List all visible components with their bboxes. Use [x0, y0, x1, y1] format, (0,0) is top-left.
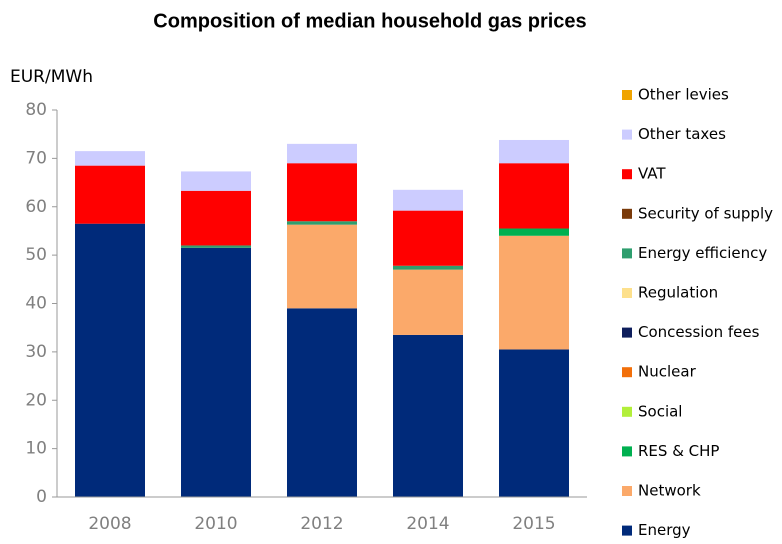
x-tick-label: 2012: [300, 514, 343, 534]
legend-label: VAT: [638, 165, 666, 183]
bar-segment: [499, 349, 569, 497]
legend-label: Social: [638, 402, 682, 420]
bar-segment: [75, 151, 145, 166]
bar-segment: [181, 171, 251, 191]
legend-label: Other levies: [638, 86, 729, 104]
x-tick-label: 2010: [194, 514, 237, 534]
y-tick-label: 30: [25, 342, 47, 362]
y-tick-label: 50: [25, 245, 47, 265]
y-tick-label: 60: [25, 197, 47, 217]
y-tick-label: 20: [25, 390, 47, 410]
x-tick-label: 2008: [88, 514, 131, 534]
legend-label: Energy: [638, 521, 691, 539]
bar-segment: [75, 223, 145, 497]
bar-segment: [499, 235, 569, 350]
y-tick-label: 40: [25, 294, 47, 314]
y-tick-label: 70: [25, 148, 47, 168]
legend-label: Security of supply: [638, 204, 773, 222]
bar-segment: [287, 224, 357, 309]
legend-label: Regulation: [638, 284, 718, 302]
legend-swatch: [622, 248, 632, 259]
bar-segment: [393, 269, 463, 335]
y-axis-label: EUR/MWh: [10, 67, 93, 87]
bar-segment: [499, 163, 569, 229]
bar-segment: [287, 221, 357, 225]
legend-label: Other taxes: [638, 125, 726, 143]
bar-segment: [287, 143, 357, 164]
legend-label: Energy efficiency: [638, 244, 767, 262]
y-tick-label: 10: [25, 439, 47, 459]
bar-segment: [393, 265, 463, 270]
legend-swatch: [622, 525, 632, 536]
legend-swatch: [622, 129, 632, 140]
legend-swatch: [622, 169, 632, 180]
bar-segment: [75, 165, 145, 224]
legend-swatch: [622, 208, 632, 219]
bar-segment: [181, 190, 251, 246]
legend-swatch: [622, 406, 632, 417]
bar-segment: [181, 247, 251, 497]
legend-label: RES & CHP: [638, 442, 719, 460]
legend-label: Concession fees: [638, 323, 760, 341]
x-tick-label: 2015: [512, 514, 555, 534]
bar-segment: [393, 189, 463, 211]
legend-swatch: [622, 90, 632, 100]
chart-title: Composition of median household gas pric…: [153, 10, 586, 32]
bar-segment: [393, 210, 463, 266]
legend-swatch: [622, 327, 632, 338]
bar-segment: [181, 245, 251, 248]
bar-segment: [287, 163, 357, 222]
bar-segment: [499, 139, 569, 164]
legend-swatch: [622, 446, 632, 457]
y-tick-label: 80: [25, 100, 47, 120]
bar-segment: [393, 334, 463, 497]
bar-segment: [499, 228, 569, 236]
x-tick-label: 2014: [406, 514, 449, 534]
bar-segment: [287, 308, 357, 497]
legend-label: Nuclear: [638, 363, 697, 381]
legend-swatch: [622, 288, 632, 298]
y-tick-label: 0: [36, 487, 47, 507]
legend-swatch: [622, 367, 632, 378]
legend-label: Network: [638, 482, 701, 500]
legend-swatch: [622, 486, 632, 496]
